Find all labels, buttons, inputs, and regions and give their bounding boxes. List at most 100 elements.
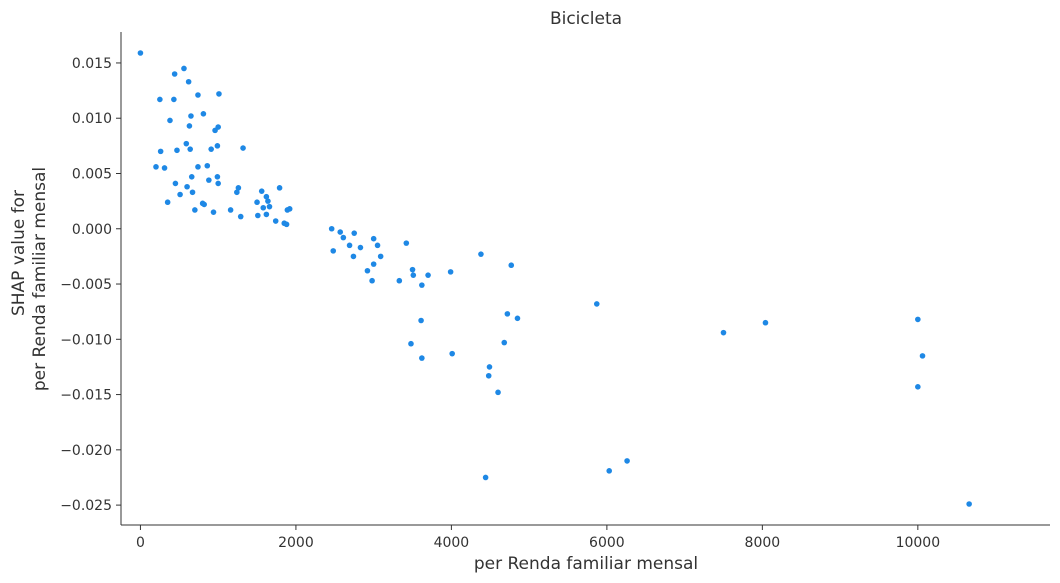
data-point (501, 339, 508, 346)
y-tick-label: 0.005 (72, 166, 112, 182)
data-point (188, 113, 194, 119)
data-point (204, 162, 211, 169)
data-point (214, 174, 221, 180)
y-tick-label: 0.000 (72, 222, 112, 238)
data-point (396, 277, 403, 284)
data-point (369, 277, 375, 284)
data-point (606, 468, 613, 474)
data-point (374, 242, 381, 249)
data-point (187, 146, 193, 152)
data-point (340, 234, 347, 241)
data-point (283, 221, 290, 228)
data-point (201, 201, 207, 208)
data-point (419, 282, 425, 288)
data-point (410, 272, 417, 278)
data-point (216, 91, 222, 97)
data-point (966, 501, 972, 507)
data-point (174, 147, 180, 154)
chart-title: Bicicleta (550, 9, 622, 29)
x-tick-label: 0 (136, 535, 145, 551)
data-point (919, 353, 926, 359)
data-point (137, 50, 144, 56)
data-point (171, 96, 177, 103)
data-point (408, 340, 414, 347)
data-point (188, 174, 195, 180)
data-point (915, 384, 921, 390)
x-axis-ticks: 0 2000 4000 6000 8000 10000 (136, 525, 940, 551)
data-point (157, 96, 163, 103)
data-point (265, 198, 271, 204)
data-point (328, 225, 335, 232)
data-point (153, 164, 159, 170)
data-point (346, 242, 353, 249)
data-point (425, 272, 431, 278)
y-axis-title: SHAP value for per Renda familiar mensal (9, 167, 50, 391)
data-point (351, 230, 358, 236)
data-point (157, 148, 164, 155)
data-point (508, 262, 515, 269)
y-tick-label: −0.010 (60, 332, 112, 348)
y-axis-title-line-1: SHAP value for (9, 190, 29, 316)
data-point (263, 193, 270, 200)
data-point (215, 180, 221, 187)
data-point (762, 319, 769, 326)
data-point (504, 311, 511, 317)
data-point (240, 145, 246, 151)
data-point (266, 203, 273, 210)
data-point (593, 301, 600, 307)
data-point (720, 329, 727, 336)
data-point (409, 266, 416, 273)
data-point (254, 199, 260, 206)
x-tick-label: 6000 (589, 535, 625, 551)
data-point (495, 389, 501, 396)
data-point (272, 218, 279, 224)
data-point (486, 364, 493, 370)
data-point (195, 92, 201, 98)
data-point (177, 191, 183, 198)
x-tick-label: 2000 (278, 535, 314, 551)
data-point (350, 253, 357, 260)
data-point (403, 240, 410, 246)
x-tick-label: 8000 (745, 535, 781, 551)
y-tick-label: 0.010 (72, 111, 112, 127)
data-point (227, 207, 234, 213)
data-point (167, 117, 173, 124)
data-point (370, 261, 377, 267)
data-point (514, 315, 521, 322)
data-point (206, 177, 212, 183)
data-point (192, 207, 198, 213)
x-tick-label: 4000 (434, 535, 470, 551)
data-point (624, 458, 630, 464)
data-point (200, 110, 207, 117)
data-point (449, 350, 455, 357)
data-point (260, 204, 267, 211)
data-point (370, 235, 377, 242)
x-axis-title: per Renda familiar mensal (474, 554, 698, 574)
data-point (276, 185, 283, 191)
data-point (478, 251, 484, 257)
data-point (418, 317, 424, 324)
data-point (237, 213, 244, 220)
data-point (164, 199, 171, 206)
data-point (377, 253, 384, 260)
data-point (208, 146, 214, 152)
data-point (482, 474, 489, 481)
data-point (185, 78, 192, 85)
data-point (210, 209, 217, 215)
data-point (235, 185, 242, 191)
data-point (357, 244, 364, 251)
x-tick-label: 10000 (896, 535, 941, 551)
y-tick-label: −0.015 (60, 388, 112, 404)
data-point (184, 183, 190, 190)
data-point (330, 248, 337, 254)
data-point (181, 65, 187, 72)
y-tick-label: 0.015 (72, 56, 112, 72)
data-point (263, 211, 270, 218)
data-point (485, 372, 492, 379)
data-point (255, 212, 261, 219)
data-point (189, 189, 196, 196)
y-axis-ticks: 0.015 0.010 0.005 0.000 −0.005 −0.010 −0.015 −0… (60, 56, 121, 514)
y-tick-label: −0.025 (60, 498, 112, 514)
